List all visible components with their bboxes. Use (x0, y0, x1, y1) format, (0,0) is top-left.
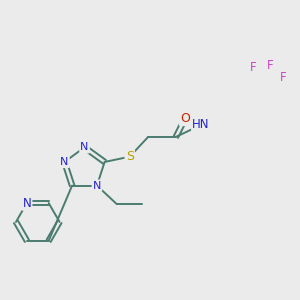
Text: O: O (180, 112, 190, 125)
Text: S: S (126, 150, 134, 163)
Text: N: N (93, 181, 101, 190)
Text: F: F (250, 61, 256, 74)
Text: N: N (60, 157, 69, 167)
Text: N: N (80, 142, 89, 152)
Text: N: N (22, 196, 31, 209)
Text: F: F (267, 59, 273, 72)
Text: F: F (280, 70, 286, 84)
Text: HN: HN (192, 118, 210, 131)
